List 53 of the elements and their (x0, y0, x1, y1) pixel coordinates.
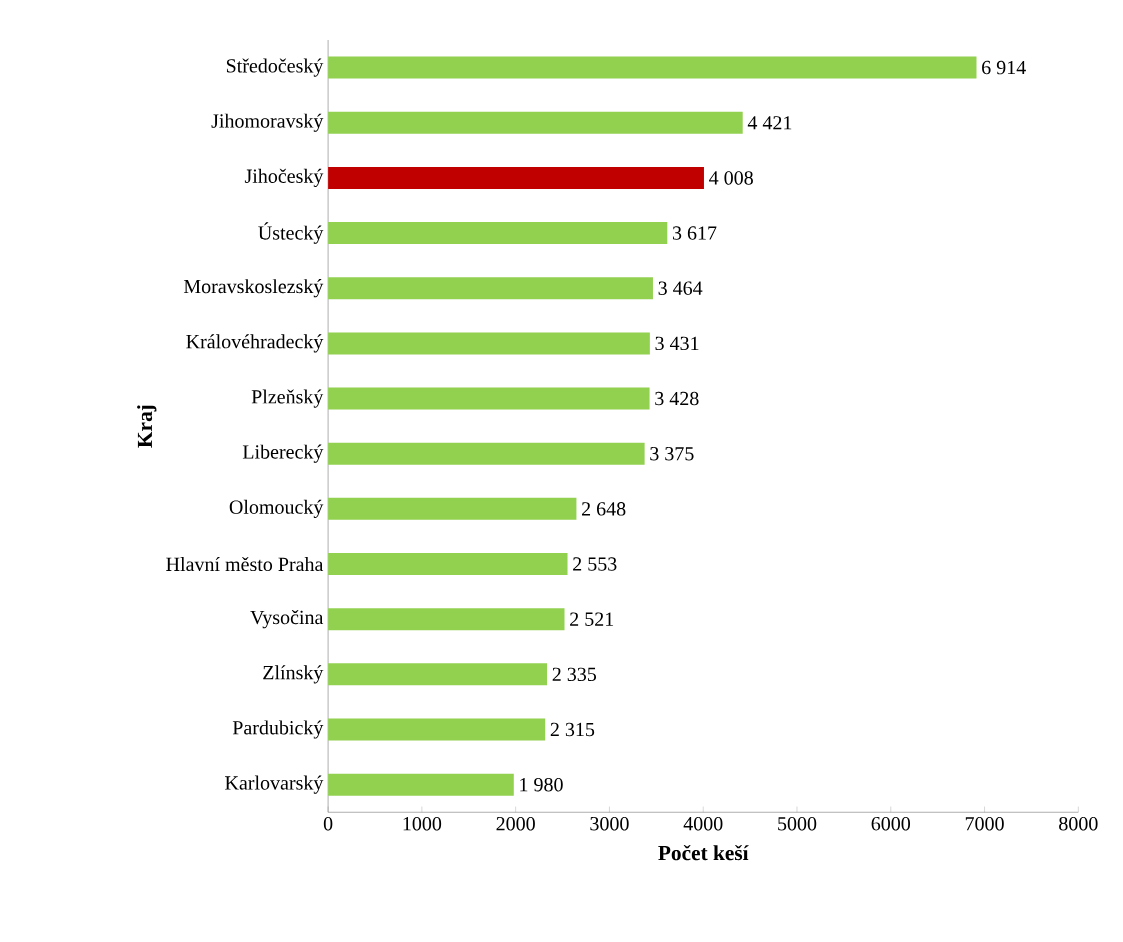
bar (328, 221, 668, 244)
y-tick-label: Hlavní město Praha (166, 556, 324, 571)
y-tick-label: Jihomoravský (211, 113, 324, 132)
y-tick-label: Pardubický (232, 720, 324, 739)
bar (328, 663, 548, 686)
data-label: 3 431 (655, 336, 699, 350)
bar (328, 277, 653, 300)
data-label: 2 521 (570, 612, 614, 626)
y-tick-label: Královéhradecký (186, 334, 324, 353)
data-label: 6 914 (982, 60, 1026, 75)
x-axis-title: Počet keší (658, 844, 749, 861)
x-tick-label: 6000 (871, 816, 911, 831)
x-tick-label: 1000 (403, 816, 442, 831)
bar (328, 332, 650, 355)
x-tick-label: 3000 (590, 816, 629, 831)
bar (328, 442, 645, 465)
y-tick-label: Moravskoslezský (183, 278, 324, 298)
x-tick-label: 4000 (683, 816, 723, 831)
x-tick-label: 2000 (496, 816, 535, 831)
bar (328, 111, 743, 134)
y-tick-label: Vysočina (250, 609, 324, 629)
y-tick-label: Karlovarský (225, 775, 324, 794)
x-tick-label: 7000 (965, 816, 1004, 831)
x-tick-label: 8000 (1059, 816, 1098, 831)
data-label: 4 008 (709, 171, 753, 185)
data-label: 3 464 (658, 281, 703, 295)
y-tick-label: Jihočeský (244, 168, 324, 187)
data-label: 2 315 (550, 722, 595, 737)
data-label: 3 428 (655, 391, 699, 406)
data-label: 2 648 (582, 501, 626, 516)
y-tick-label: Středočeský (226, 58, 324, 77)
y-axis-title: Kraj (137, 405, 157, 448)
data-label: 2 553 (573, 557, 617, 571)
y-tick-label: Ústecký (258, 222, 324, 244)
bar (328, 718, 546, 741)
x-tick-label: 5000 (778, 816, 817, 831)
bar (328, 387, 650, 410)
bar (328, 166, 704, 189)
bar (328, 56, 977, 79)
y-tick-label: Plzeňský (251, 389, 324, 408)
data-label: 3 375 (650, 446, 694, 461)
y-tick-label: Olomoucký (229, 499, 324, 518)
data-label: 2 335 (552, 667, 597, 681)
bar (328, 608, 565, 631)
data-label: 1 980 (520, 777, 563, 792)
bar (328, 773, 514, 796)
bar (328, 552, 568, 575)
data-label: 3 617 (672, 226, 717, 240)
y-tick-label: Zlínský (263, 665, 324, 684)
y-tick-label: Liberecký (242, 444, 324, 463)
data-label: 4 421 (747, 115, 792, 130)
bar (328, 497, 577, 520)
x-tick-label: 0 (323, 816, 333, 831)
